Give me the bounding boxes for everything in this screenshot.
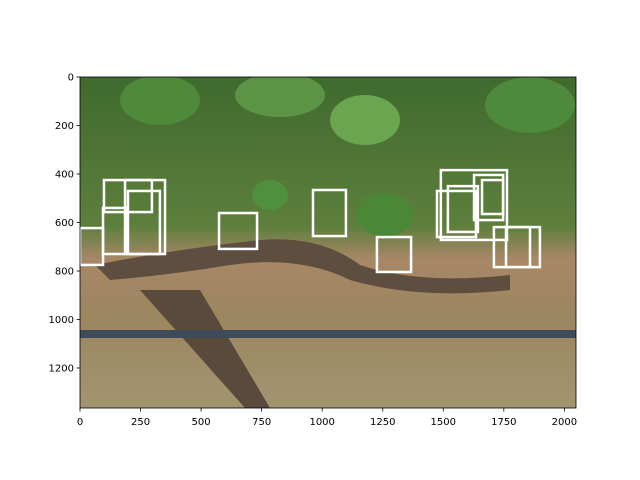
bounding-box	[439, 168, 509, 242]
bounding-box	[101, 206, 128, 256]
x-tick-label: 250	[131, 417, 150, 428]
bounding-box	[311, 188, 348, 238]
x-tick-label: 0	[77, 417, 83, 428]
x-tick-label: 1750	[491, 417, 516, 428]
x-tick-label: 1000	[309, 417, 334, 428]
bounding-box	[446, 184, 480, 234]
bounding-box	[435, 189, 478, 239]
bounding-box	[375, 235, 413, 274]
bounding-box	[217, 211, 259, 251]
y-tick-label: 200	[55, 121, 74, 132]
x-tick-label: 750	[252, 417, 271, 428]
bounding-box	[126, 189, 162, 256]
x-tick-label: 1250	[370, 417, 395, 428]
bounding-box	[504, 225, 532, 269]
y-tick-label: 1000	[49, 315, 74, 326]
y-tick-label: 1200	[49, 363, 74, 374]
y-tick-label: 400	[55, 169, 74, 180]
y-tick-label: 600	[55, 218, 74, 229]
x-tick-label: 500	[192, 417, 211, 428]
y-tick-label: 800	[55, 266, 74, 277]
x-tick-label: 2000	[552, 417, 577, 428]
x-tick-label: 1500	[431, 417, 456, 428]
y-tick-label: 0	[68, 73, 74, 84]
bounding-box	[480, 178, 505, 216]
axes-frame	[79, 76, 577, 409]
